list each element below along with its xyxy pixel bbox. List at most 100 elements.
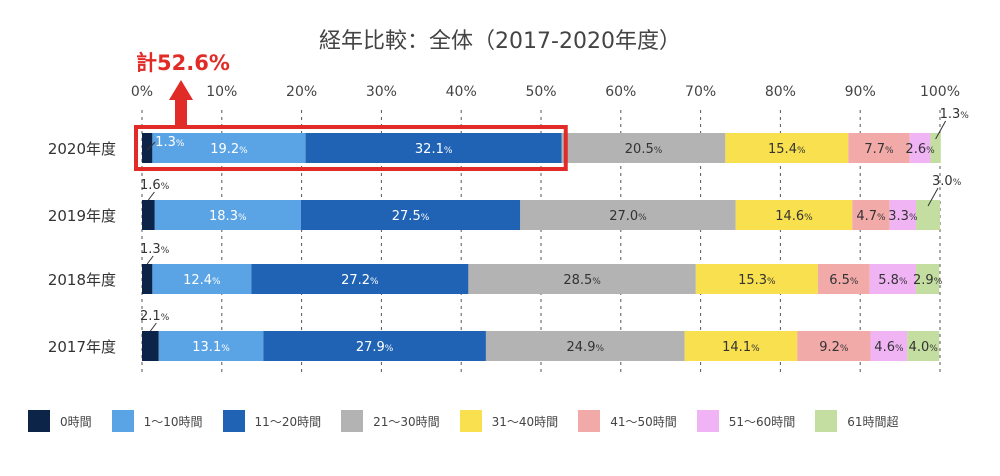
legend-swatch — [578, 410, 601, 432]
legend-label: 61時間超 — [847, 414, 899, 429]
bar-segment — [797, 331, 871, 361]
legend-item: 51～60時間 — [696, 410, 796, 432]
bar-segment — [817, 264, 870, 294]
data-label: 28.5% — [563, 273, 601, 288]
data-label: 27.5% — [392, 209, 430, 224]
bar-segment — [142, 133, 153, 163]
bar-segment — [142, 331, 159, 361]
x-tick-label: 80% — [765, 84, 796, 100]
category-label: 2020年度 — [48, 140, 116, 158]
x-tick-label: 50% — [525, 84, 556, 100]
legend-item: 31～40時間 — [459, 410, 559, 432]
data-label: 19.2% — [210, 142, 248, 157]
x-tick-label: 10% — [206, 84, 237, 100]
bar-segment — [520, 200, 736, 230]
legend-swatch — [341, 410, 364, 432]
legend-item: 0時間 — [28, 410, 92, 432]
leader-line — [147, 191, 155, 201]
legend-item: 11～20時間 — [222, 410, 321, 432]
bar-segment — [869, 264, 917, 294]
legend-swatch — [28, 410, 50, 432]
x-tick-label: 30% — [366, 84, 397, 100]
bar-segment — [909, 133, 931, 163]
legend-label: 0時間 — [60, 414, 92, 429]
data-label: 18.3% — [209, 209, 247, 224]
legend: 0時間 1～10時間 11～20時間 21～30時間 31～40時間 41～50時間 51～… — [28, 410, 988, 432]
bar-segment — [300, 200, 521, 230]
data-label: 14.1% — [722, 340, 760, 355]
data-label: 27.9% — [356, 340, 394, 355]
data-label: 7.7% — [864, 142, 894, 157]
annotation: 計52.6% — [134, 51, 568, 171]
bar-segment — [142, 264, 153, 294]
highlight-box — [134, 125, 568, 171]
legend-label: 51～60時間 — [728, 414, 796, 429]
legend-swatch — [459, 410, 482, 432]
annotation-total-label: 計52.6% — [136, 51, 230, 75]
data-label: 1.3% — [940, 107, 970, 122]
bars — [142, 133, 941, 361]
data-label: 15.3% — [738, 273, 776, 288]
data-label: 3.3% — [888, 209, 918, 224]
bar-segment — [251, 264, 469, 294]
bar-segment — [154, 200, 301, 230]
leader-line — [146, 255, 154, 265]
data-label: 4.0% — [909, 340, 939, 355]
bar-segment — [870, 331, 908, 361]
data-label: 2.9% — [913, 273, 943, 288]
x-tick-label: 90% — [845, 84, 876, 100]
bar-segment — [725, 133, 849, 163]
x-tick-label: 100% — [920, 84, 960, 100]
legend-item: 21～30時間 — [341, 410, 440, 432]
bar-segment — [930, 133, 941, 163]
bar-segment — [916, 264, 940, 294]
legend-swatch — [815, 410, 838, 432]
chart-title: 経年比較：全体（2017-2020年度） — [319, 29, 681, 54]
data-label: 27.0% — [609, 209, 647, 224]
data-label: 27.2% — [341, 273, 379, 288]
bar-segment — [735, 200, 853, 230]
data-label: 24.9% — [567, 340, 605, 355]
x-tick-label: 0% — [131, 84, 153, 100]
category-label: 2018年度 — [48, 271, 116, 289]
legend-label: 31～40時間 — [491, 414, 559, 429]
legend-label: 41～50時間 — [610, 414, 677, 429]
x-tick-label: 60% — [605, 84, 636, 100]
bar-segment — [889, 200, 917, 230]
legend-label: 21～30時間 — [373, 414, 440, 429]
bar-segment — [695, 264, 818, 294]
leader-line — [927, 187, 939, 207]
x-axis-ticks: 0% 10% 20% 30% 40% 50% 60% 70% 80% 90% 100% — [131, 84, 960, 100]
legend-label: 1～10時間 — [143, 414, 203, 429]
legend-swatch — [111, 410, 134, 432]
category-label: 2017年度 — [48, 338, 116, 356]
bar-segment — [305, 133, 562, 163]
bar-segment — [263, 331, 486, 361]
category-labels: 2020年度 2019年度 2018年度 2017年度 — [48, 140, 116, 356]
bar-segment — [152, 264, 252, 294]
bar-segment — [142, 200, 155, 230]
leader-line — [149, 322, 157, 332]
data-label: 9.2% — [819, 340, 849, 355]
data-label: 6.5% — [829, 273, 859, 288]
data-label: 3.0% — [932, 174, 962, 189]
legend-swatch — [696, 410, 719, 432]
bar-segment — [468, 264, 696, 294]
data-label: 2.6% — [905, 142, 935, 157]
x-tick-label: 20% — [286, 84, 317, 100]
category-label: 2019年度 — [48, 207, 116, 225]
data-label: 2.1% — [140, 309, 170, 324]
data-label: 20.5% — [625, 142, 663, 157]
data-label: 4.7% — [856, 209, 886, 224]
leader-line — [146, 141, 156, 151]
bar-segment — [848, 133, 910, 163]
legend-item: 1～10時間 — [111, 410, 203, 432]
data-label: 1.6% — [140, 178, 170, 193]
data-label: 13.1% — [192, 340, 230, 355]
data-label: 32.1% — [415, 142, 453, 157]
data-label: 5.8% — [878, 273, 908, 288]
data-label: 12.4% — [183, 273, 221, 288]
legend-swatch — [222, 410, 245, 432]
bar-segment — [158, 331, 264, 361]
